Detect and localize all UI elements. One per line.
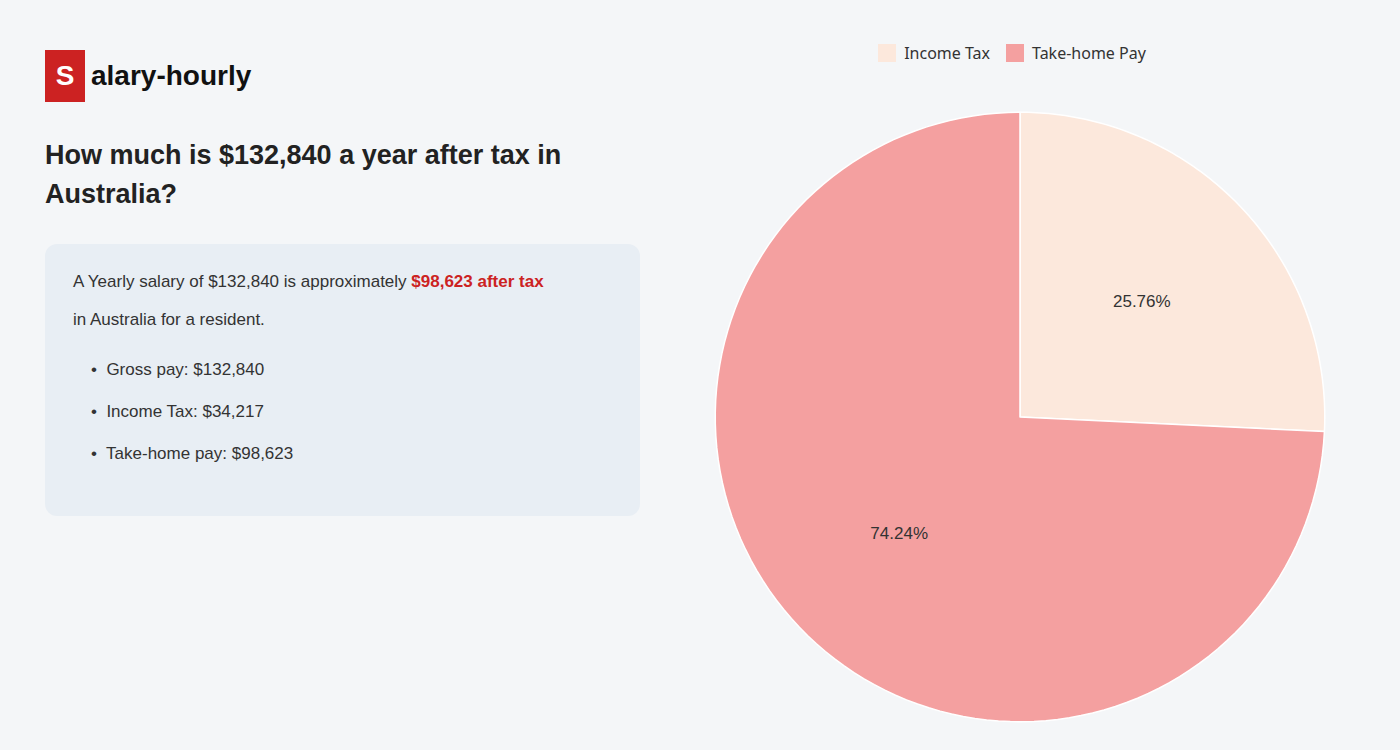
- html-text:in Australia for a resident.: in Australia for a resident.: [73, 310, 265, 330]
- svg-text:74.24%: 74.24%: [870, 524, 928, 543]
- html-text:• Gross pay: $132,840: • Gross pay: $132,840: [91, 360, 265, 380]
- html-text:A Yearly salary of $132,840 is: A Yearly salary of $132,840 is approxima…: [73, 272, 544, 292]
- svg-text:25.76%: 25.76%: [1113, 292, 1171, 311]
- html-text:Take-home Pay: Take-home Pay: [1032, 41, 1146, 64]
- html-text:• Take-home pay: $98,623: • Take-home pay: $98,623: [91, 444, 294, 464]
- html-text:alary-hourly: alary-hourly: [91, 60, 252, 91]
- html-text:• Income Tax: $34,217: • Income Tax: $34,217: [91, 402, 264, 422]
- html-text:S: S: [55, 60, 75, 91]
- html-text:Income Tax: Income Tax: [904, 41, 990, 64]
- html-text:How much is $132,840 a year af: How much is $132,840 a year after tax in…: [45, 140, 562, 210]
